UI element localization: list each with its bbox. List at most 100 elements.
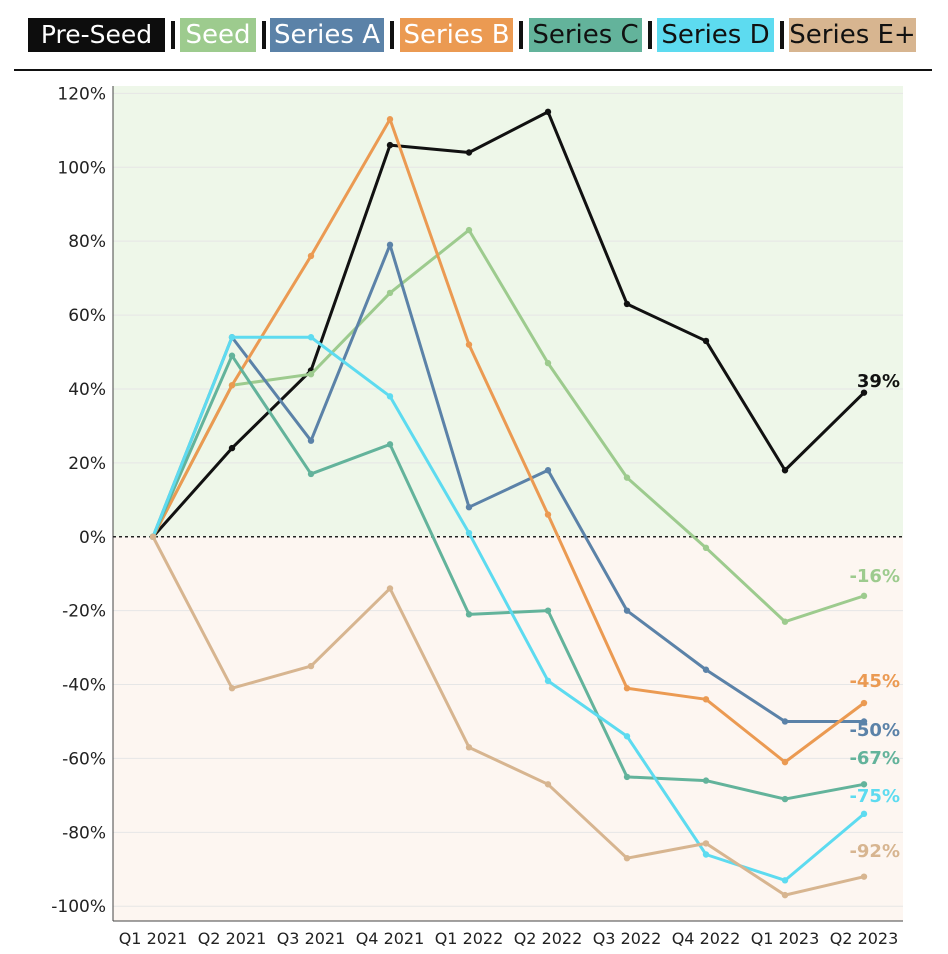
data-point-series-b [228, 382, 236, 389]
end-label-series-c: -67% [849, 748, 900, 769]
y-tick-label: 80% [68, 232, 106, 252]
y-tick-label: 120% [57, 84, 106, 104]
x-tick-label: Q2 2022 [514, 929, 583, 948]
y-tick-label: 20% [68, 454, 106, 474]
data-point-pre-seed [544, 108, 552, 116]
y-tick-label: 40% [68, 380, 106, 400]
data-point-series-c [228, 352, 236, 359]
data-point-series-b [860, 699, 868, 707]
data-point-series-b [465, 341, 473, 348]
data-point-series-b [781, 758, 789, 766]
legend-item-series-e: Series E+ [789, 18, 916, 52]
data-point-series-e [307, 662, 315, 670]
legend-item-pre-seed: Pre-Seed [28, 18, 165, 52]
end-label-series-b: -45% [849, 671, 900, 692]
data-point-series-b [623, 685, 631, 692]
legend-item-series-a: Series A [270, 18, 384, 52]
x-tick-label: Q1 2023 [751, 929, 820, 948]
positive-region [113, 86, 903, 537]
x-tick-label: Q1 2022 [435, 929, 504, 948]
data-point-pre-seed [860, 389, 868, 396]
y-tick-label: 100% [57, 158, 106, 178]
end-label-seed: -16% [849, 566, 900, 587]
y-tick-label: -80% [62, 823, 106, 843]
data-point-series-a [386, 241, 394, 249]
data-point-series-c [860, 781, 868, 788]
data-point-series-d [307, 334, 315, 341]
series-line-series-b [151, 117, 865, 764]
data-point-series-e [860, 873, 868, 880]
data-point-seed [623, 474, 631, 481]
data-point-seed [544, 359, 552, 367]
data-point-series-a [307, 437, 315, 444]
data-point-series-b [307, 252, 315, 260]
data-point-series-a [860, 718, 868, 725]
data-point-series-c [781, 795, 789, 803]
data-point-series-c [702, 777, 710, 784]
x-tick-label: Q3 2022 [593, 929, 662, 948]
data-point-seed [307, 370, 315, 378]
y-tick-label: 0% [79, 528, 106, 548]
data-point-series-e [623, 854, 631, 862]
data-point-series-d [702, 851, 710, 858]
data-point-pre-seed [702, 337, 710, 345]
legend-item-series-c: Series C [529, 18, 642, 52]
series-line-series-e [151, 536, 865, 897]
data-point-pre-seed [781, 467, 789, 474]
series-line-series-a [151, 243, 864, 723]
data-point-series-e [149, 533, 157, 540]
data-point-seed [386, 289, 394, 297]
data-point-series-d [623, 733, 631, 740]
data-point-series-c [307, 470, 315, 478]
data-point-seed [465, 226, 473, 234]
data-point-series-d [860, 810, 868, 818]
data-point-series-e [781, 891, 789, 899]
data-point-pre-seed [228, 444, 236, 452]
data-point-series-c [465, 611, 473, 618]
end-label-series-e: -92% [849, 841, 900, 862]
data-point-series-d [781, 877, 789, 884]
data-point-series-e [544, 781, 552, 788]
data-point-series-b [544, 511, 552, 518]
data-point-series-a [702, 666, 710, 673]
negative-region [113, 536, 903, 921]
legend-separator [648, 21, 652, 49]
data-point-series-e [228, 685, 236, 692]
x-tick-label: Q4 2021 [356, 929, 425, 948]
data-point-series-d [228, 334, 236, 341]
end-label-series-a: -50% [849, 720, 900, 741]
data-point-series-a [465, 503, 473, 511]
x-tick-label: Q3 2021 [277, 929, 346, 948]
data-point-series-c [623, 773, 631, 781]
data-point-series-e [702, 840, 710, 847]
legend-item-seed: Seed [180, 18, 256, 52]
data-point-series-a [781, 718, 789, 725]
y-tick-label: -100% [51, 897, 106, 917]
data-point-series-d [544, 677, 552, 685]
data-point-seed [702, 544, 710, 552]
data-point-series-c [386, 441, 394, 448]
legend-item-series-d: Series D [657, 18, 774, 52]
y-tick-label: 60% [68, 306, 106, 326]
series-line-seed [151, 228, 865, 624]
data-point-pre-seed [623, 300, 631, 308]
data-point-series-b [386, 116, 394, 123]
legend-separator [390, 21, 394, 49]
end-label-series-d: -75% [849, 786, 900, 807]
data-point-seed [860, 592, 868, 600]
data-point-seed [781, 618, 789, 625]
x-tick-label: Q2 2023 [830, 929, 899, 948]
data-point-series-c [544, 607, 552, 614]
x-tick-label: Q4 2022 [672, 929, 741, 948]
x-tick-label: Q1 2021 [119, 929, 188, 948]
end-label-pre-seed: 39% [857, 371, 900, 392]
chart-legend: Pre-Seed Seed Series A Series B Series C Seri… [0, 12, 948, 58]
y-tick-label: -60% [62, 749, 106, 769]
data-point-series-a [623, 607, 631, 614]
legend-separator [780, 21, 784, 49]
series-line-series-d [151, 335, 865, 882]
data-point-series-a [544, 467, 552, 474]
x-tick-label: Q2 2021 [198, 929, 267, 948]
data-point-pre-seed [386, 141, 394, 149]
legend-separator [519, 21, 523, 49]
